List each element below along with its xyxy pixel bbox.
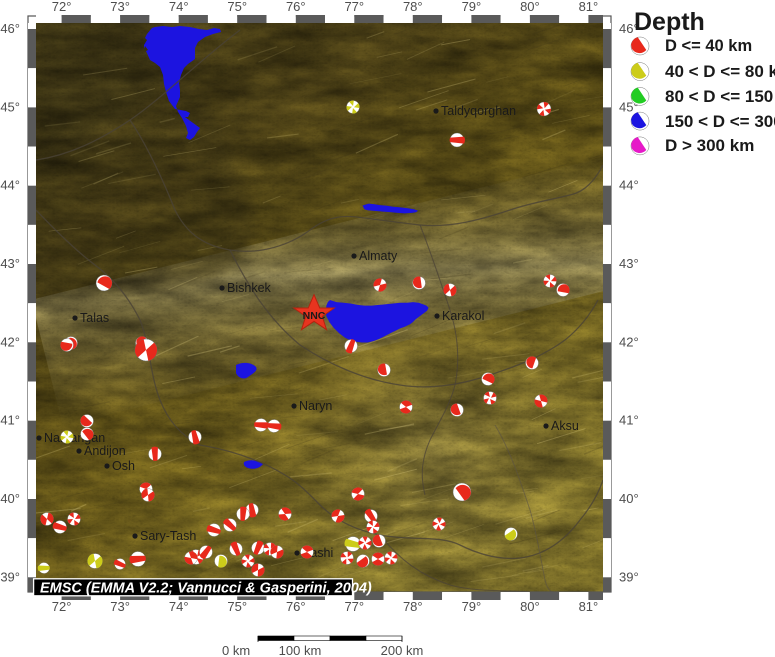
svg-text:200 km: 200 km xyxy=(381,643,424,657)
svg-text:76°: 76° xyxy=(286,599,306,614)
svg-text:Bishkek: Bishkek xyxy=(227,281,272,295)
svg-text:41°: 41° xyxy=(619,413,639,428)
svg-text:43°: 43° xyxy=(619,256,639,271)
svg-text:Osh: Osh xyxy=(112,459,135,473)
svg-text:150 < D <= 300 km: 150 < D <= 300 km xyxy=(665,112,775,131)
svg-text:46°: 46° xyxy=(0,21,20,36)
svg-text:42°: 42° xyxy=(0,334,20,349)
svg-text:79°: 79° xyxy=(462,0,482,14)
svg-text:78°: 78° xyxy=(403,599,423,614)
svg-text:44°: 44° xyxy=(0,178,20,193)
svg-text:42°: 42° xyxy=(619,334,639,349)
svg-text:0 km: 0 km xyxy=(222,643,250,657)
svg-text:81°: 81° xyxy=(579,0,599,14)
svg-text:Taldyqorghan: Taldyqorghan xyxy=(441,104,516,118)
svg-text:81°: 81° xyxy=(579,599,599,614)
svg-text:40°: 40° xyxy=(619,491,639,506)
svg-text:73°: 73° xyxy=(110,599,130,614)
svg-text:45°: 45° xyxy=(0,99,20,114)
svg-text:77°: 77° xyxy=(344,0,364,14)
svg-text:41°: 41° xyxy=(0,413,20,428)
svg-text:72°: 72° xyxy=(52,0,72,14)
svg-text:EMSC (EMMA V2.2; Vannucci & Ga: EMSC (EMMA V2.2; Vannucci & Gasperini, 2… xyxy=(40,581,372,597)
svg-text:40°: 40° xyxy=(0,491,20,506)
svg-text:39°: 39° xyxy=(619,569,639,584)
svg-text:Namangan: Namangan xyxy=(44,431,105,445)
svg-text:44°: 44° xyxy=(619,178,639,193)
svg-text:75°: 75° xyxy=(227,0,247,14)
svg-text:79°: 79° xyxy=(462,599,482,614)
svg-text:74°: 74° xyxy=(169,599,189,614)
svg-text:77°: 77° xyxy=(344,599,364,614)
svg-text:D > 300 km: D > 300 km xyxy=(665,136,754,155)
svg-text:Aksu: Aksu xyxy=(551,419,579,433)
svg-text:43°: 43° xyxy=(0,256,20,271)
svg-text:100 km: 100 km xyxy=(279,643,322,657)
svg-text:73°: 73° xyxy=(110,0,130,14)
svg-text:80 < D <= 150 km: 80 < D <= 150 km xyxy=(665,87,775,106)
svg-text:40 < D <= 80 km: 40 < D <= 80 km xyxy=(665,62,775,81)
svg-text:Karakol: Karakol xyxy=(442,309,484,323)
svg-text:76°: 76° xyxy=(286,0,306,14)
svg-text:Andijon: Andijon xyxy=(84,444,126,458)
svg-text:74°: 74° xyxy=(169,0,189,14)
svg-text:80°: 80° xyxy=(520,599,540,614)
svg-text:Depth: Depth xyxy=(634,8,705,36)
svg-text:NNC: NNC xyxy=(303,310,326,322)
svg-text:Almaty: Almaty xyxy=(359,249,398,263)
svg-text:39°: 39° xyxy=(0,569,20,584)
svg-text:80°: 80° xyxy=(520,0,540,14)
svg-text:78°: 78° xyxy=(403,0,423,14)
svg-text:Sary-Tash: Sary-Tash xyxy=(140,529,196,543)
svg-text:Naryn: Naryn xyxy=(299,399,332,413)
svg-text:Talas: Talas xyxy=(80,311,109,325)
svg-text:72°: 72° xyxy=(52,599,72,614)
svg-text:75°: 75° xyxy=(227,599,247,614)
svg-text:D <= 40 km: D <= 40 km xyxy=(665,37,752,55)
